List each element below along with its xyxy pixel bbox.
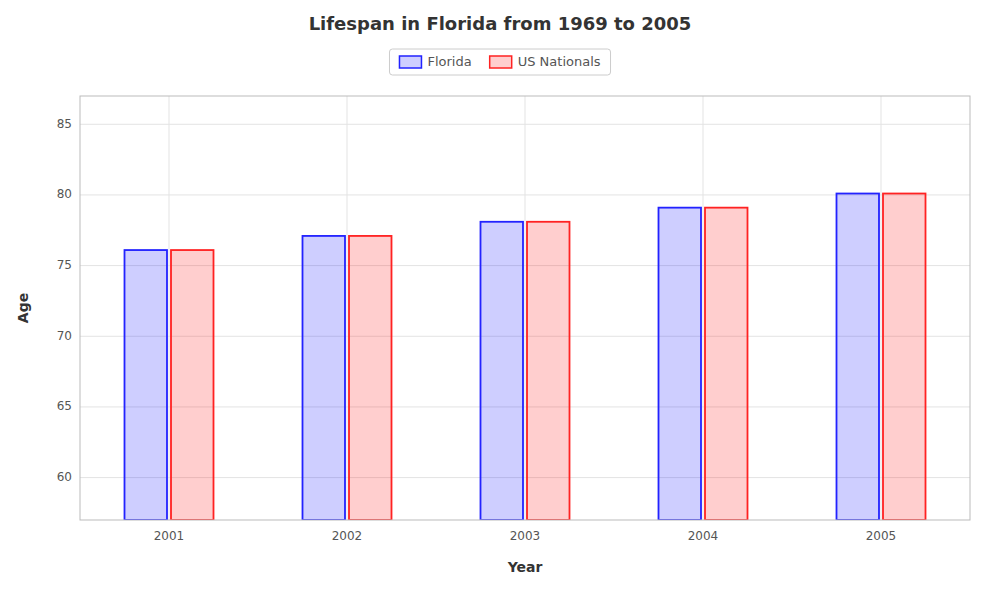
- y-tick-label: 85: [57, 117, 72, 131]
- grid-line-x: [881, 96, 882, 520]
- legend-box: [389, 49, 610, 75]
- bar: [659, 208, 702, 520]
- bar: [481, 222, 524, 520]
- x-tick-label: 2005: [866, 529, 897, 543]
- plot-frame: [80, 96, 970, 520]
- grid-line-x: [703, 96, 704, 520]
- x-tick-label: 2004: [688, 529, 719, 543]
- grid-line-x: [169, 96, 170, 520]
- y-tick-label: 80: [57, 187, 72, 201]
- bar: [349, 236, 392, 520]
- plot-background: [80, 96, 970, 520]
- legend-label: US Nationals: [518, 54, 601, 69]
- grid-line-x: [525, 96, 526, 520]
- grid: [80, 96, 970, 520]
- bar: [303, 236, 346, 520]
- bar: [125, 250, 168, 520]
- legend-swatch: [399, 56, 421, 68]
- x-tick-label: 2003: [510, 529, 541, 543]
- x-tick-label: 2001: [154, 529, 185, 543]
- bar: [883, 194, 926, 520]
- axes: 60 65 70 75 80 85 2001 2002 2003 2004 2005: [57, 117, 897, 543]
- y-tick-label: 70: [57, 329, 72, 343]
- bar: [527, 222, 570, 520]
- legend-label: Florida: [427, 54, 471, 69]
- grid-line-x: [347, 96, 348, 520]
- bar: [837, 194, 880, 520]
- bar: [171, 250, 214, 520]
- legend-swatch: [490, 56, 512, 68]
- x-axis-label: Year: [507, 559, 543, 575]
- chart: 60 65 70 75 80 85 2001 2002 2003 2004 2005 Lifespan…: [0, 0, 1000, 600]
- bar: [705, 208, 748, 520]
- legend: Florida US Nationals: [389, 49, 610, 75]
- y-tick-label: 65: [57, 399, 72, 413]
- x-tick-label: 2002: [332, 529, 363, 543]
- bars: [125, 194, 926, 520]
- y-axis-label: Age: [15, 293, 31, 323]
- y-tick-label: 75: [57, 258, 72, 272]
- title: Lifespan in Florida from 1969 to 2005: [309, 13, 692, 34]
- y-tick-label: 60: [57, 470, 72, 484]
